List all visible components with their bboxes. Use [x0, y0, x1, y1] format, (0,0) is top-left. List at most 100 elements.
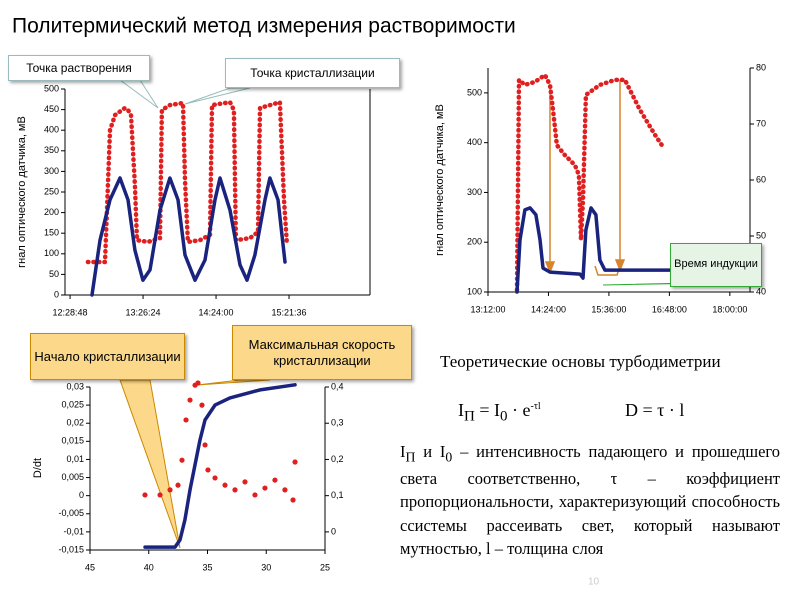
y-tick-label: 0,015 — [61, 436, 84, 446]
data-point — [242, 479, 248, 485]
text: и I — [415, 442, 446, 461]
data-point — [199, 402, 205, 408]
callout: Начало кристаллизации — [30, 333, 185, 380]
data-point — [222, 482, 228, 488]
formula-part: · e — [507, 400, 531, 420]
text: I — [400, 442, 406, 461]
formula-part: -τl — [530, 401, 541, 412]
y-axis-label: гнал оптического датчика, мВ — [434, 104, 446, 256]
y-tick-label: -0,005 — [58, 508, 84, 518]
callout: Точка растворения — [8, 55, 150, 81]
y-tick-label: 0,005 — [61, 472, 84, 482]
theory-heading: Теоретические основы турбодиметрии — [440, 352, 721, 371]
y2-tick-label: 80 — [756, 62, 766, 72]
callout: Время индукции — [670, 243, 762, 287]
x-tick-label: 15:36:00 — [591, 304, 626, 314]
x-tick-label: 45 — [85, 562, 95, 572]
formula-part: П — [464, 408, 475, 425]
induction-arrows — [544, 80, 626, 276]
y2-tick-label: 70 — [756, 118, 766, 128]
data-point — [272, 477, 278, 483]
y-tick-label: 0,025 — [61, 399, 84, 409]
data-point — [292, 459, 298, 465]
series-line — [143, 383, 297, 549]
y-tick-label: 0,02 — [66, 418, 84, 428]
y2-tick-label: 60 — [756, 174, 766, 184]
y-tick-label: 450 — [44, 104, 59, 114]
page-number: 10 — [588, 577, 600, 588]
y2-tick-label: 0,1 — [331, 490, 344, 500]
callout: Точка кристаллизации — [225, 58, 400, 88]
y-tick-label: 300 — [44, 166, 59, 176]
y-tick-label: 50 — [49, 269, 59, 279]
formula: D = τ · l — [625, 400, 685, 420]
data-point — [157, 492, 163, 498]
y2-tick-label: 0,3 — [331, 418, 344, 428]
x-tick-label: 13:12:00 — [470, 304, 505, 314]
y-tick-label: 400 — [467, 137, 482, 147]
y2-tick-label: 0,4 — [331, 381, 344, 391]
data-point — [195, 380, 201, 386]
y-tick-label: 400 — [44, 125, 59, 135]
formula-part: I — [458, 400, 464, 420]
y-tick-label: 350 — [44, 145, 59, 155]
y-tick-label: 0,03 — [66, 381, 84, 391]
y-tick-label: 200 — [467, 237, 482, 247]
y-tick-label: 250 — [44, 186, 59, 196]
x-tick-label: 14:24:00 — [199, 307, 234, 317]
text: – интенсивность падающего и прошедшего с… — [400, 442, 780, 559]
x-tick-label: 40 — [144, 562, 154, 572]
y-tick-label: 0 — [79, 490, 84, 500]
y-tick-label: -0,015 — [58, 544, 84, 554]
data-point — [282, 487, 288, 493]
y-tick-label: 100 — [467, 286, 482, 296]
pointer — [196, 379, 271, 386]
y2-tick-label: 50 — [756, 230, 766, 240]
data-point — [232, 487, 238, 493]
formula-part: 0 — [500, 408, 508, 425]
paragraph: IП и I0 – интенсивность падающего и прош… — [400, 440, 780, 561]
x-tick-label: 35 — [202, 562, 212, 572]
data-point — [205, 467, 211, 473]
pointer — [119, 379, 181, 549]
series-line — [514, 72, 665, 293]
y-axis-label: D/dt — [32, 458, 44, 478]
x-tick-label: 14:24:00 — [531, 304, 566, 314]
y-tick-label: -0,01 — [63, 526, 84, 536]
y-tick-label: 100 — [44, 248, 59, 258]
data-point — [290, 497, 296, 503]
formula: IП = I0 · e-τl — [458, 400, 541, 426]
data-point — [212, 475, 218, 481]
pointer — [184, 87, 251, 105]
y2-tick-label: 40 — [756, 286, 766, 296]
callout: Максимальная скорость кристаллизации — [232, 325, 412, 380]
y-tick-label: 150 — [44, 228, 59, 238]
x-tick-label: 25 — [320, 562, 330, 572]
x-tick-label: 16:48:00 — [652, 304, 687, 314]
y-tick-label: 0,01 — [66, 454, 84, 464]
data-point — [167, 487, 173, 493]
y-tick-label: 0 — [54, 289, 59, 299]
formula-part: = I — [474, 400, 500, 420]
data-point — [175, 482, 181, 488]
y-tick-label: 200 — [44, 207, 59, 217]
series-line — [85, 99, 290, 265]
y-tick-label: 500 — [467, 87, 482, 97]
data-point — [142, 492, 148, 498]
data-point — [202, 442, 208, 448]
x-tick-label: 13:26:24 — [126, 307, 161, 317]
series-line — [90, 176, 287, 297]
x-tick-label: 12:28:48 — [53, 307, 88, 317]
y2-tick-label: 0,2 — [331, 454, 344, 464]
data-point — [179, 457, 185, 463]
y2-tick-label: 0 — [331, 526, 336, 536]
pointer — [118, 79, 159, 109]
text: П — [405, 449, 416, 465]
slide-title: Политермический метод измерения раствори… — [12, 15, 516, 38]
series-line — [515, 206, 702, 294]
x-tick-label: 18:00:00 — [712, 304, 747, 314]
y-tick-label: 500 — [44, 83, 59, 93]
